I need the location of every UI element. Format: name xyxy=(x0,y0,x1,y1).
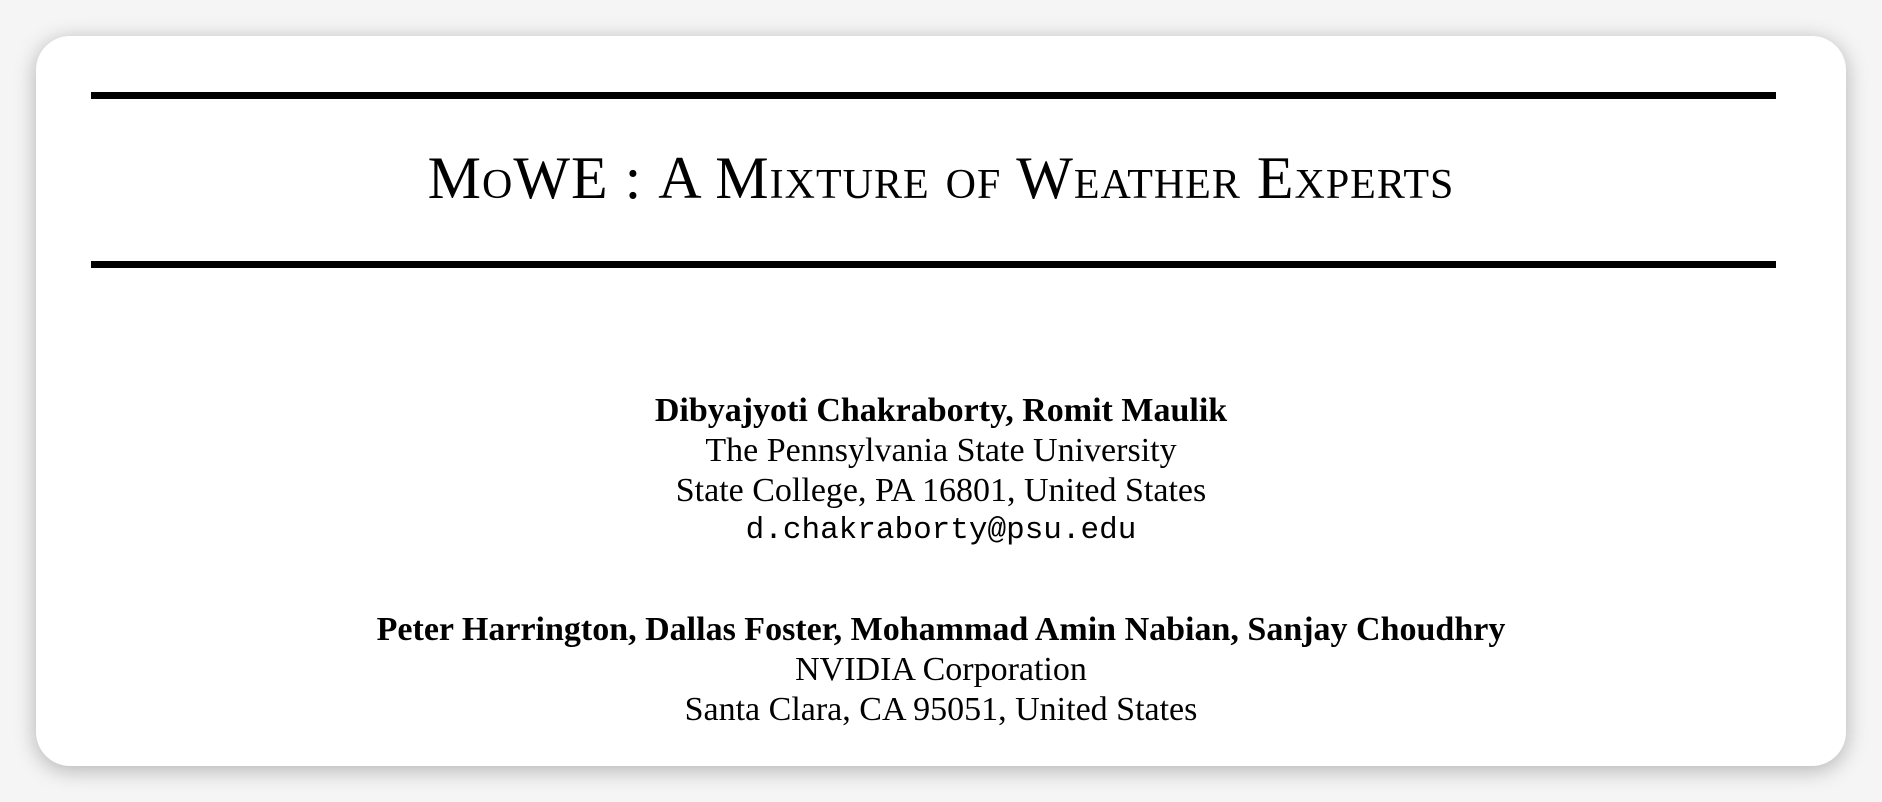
paper-header-card: MoWE : A Mixture of Weather Experts Diby… xyxy=(36,36,1846,766)
author-address: Santa Clara, CA 95051, United States xyxy=(684,691,1198,728)
author-names: Peter Harrington, Dallas Foster, Mohamma… xyxy=(376,611,1506,648)
author-affiliation: The Pennsylvania State University xyxy=(705,432,1177,469)
paper-title: MoWE : A Mixture of Weather Experts xyxy=(36,148,1846,208)
author-affiliation: NVIDIA Corporation xyxy=(795,651,1087,688)
author-email: d.chakraborty@psu.edu xyxy=(745,513,1137,548)
author-address: State College, PA 16801, United States xyxy=(675,472,1207,509)
author-names: Dibyajyoti Chakraborty, Romit Maulik xyxy=(654,392,1228,429)
author-group-nvidia: Peter Harrington, Dallas Foster, Mohamma… xyxy=(36,610,1846,730)
title-text: A Mixture of Weather Experts xyxy=(658,145,1455,211)
title-top-rule xyxy=(91,92,1776,99)
title-bottom-rule xyxy=(91,261,1776,268)
title-acronym: MoWE xyxy=(427,145,609,211)
author-group-psu: Dibyajyoti Chakraborty, Romit Maulik The… xyxy=(36,391,1846,551)
title-separator: : xyxy=(608,145,659,211)
